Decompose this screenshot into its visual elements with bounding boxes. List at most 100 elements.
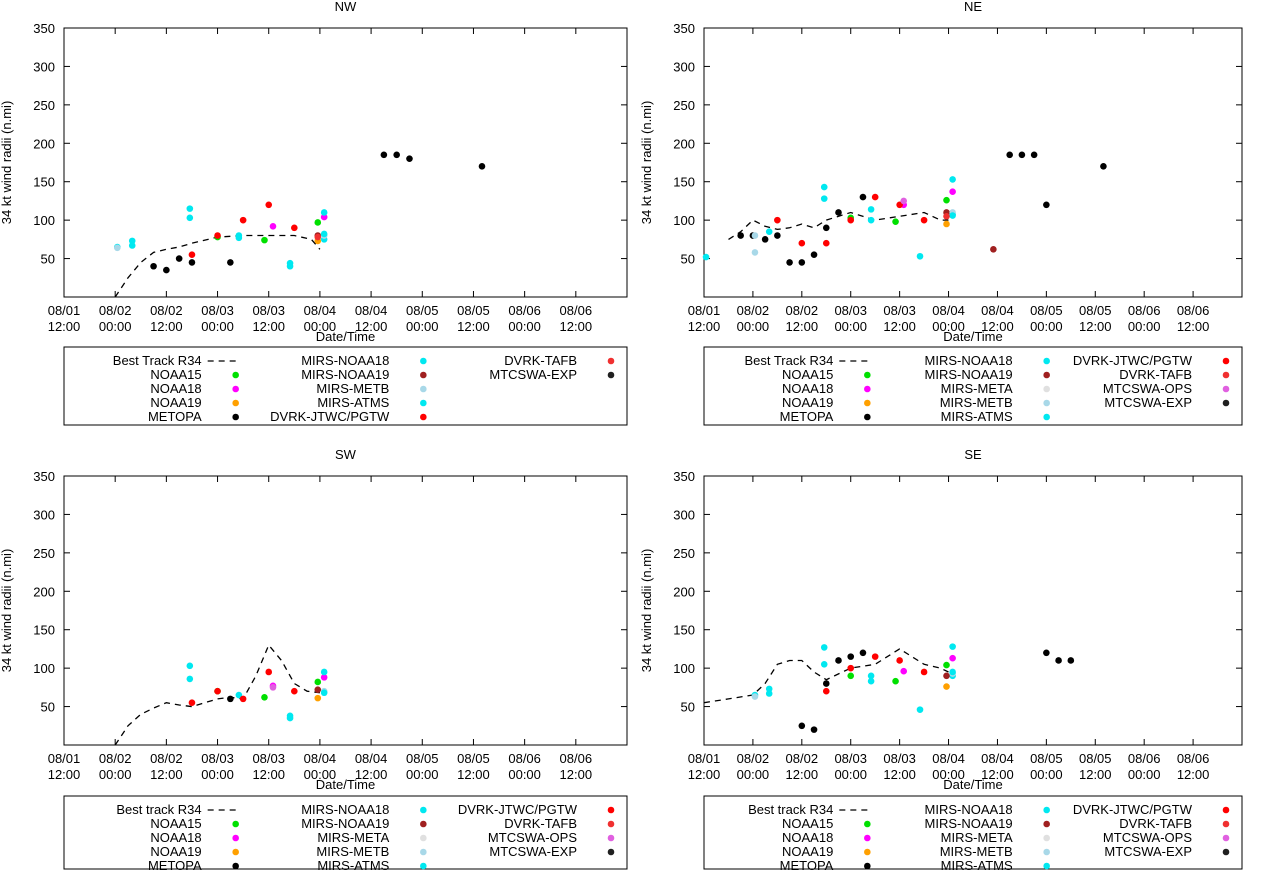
x-tick-date: 08/03 [883, 303, 916, 318]
x-tick-time: 00:00 [99, 319, 132, 334]
point-noaa15 [261, 236, 268, 244]
y-tick-label: 100 [673, 661, 695, 676]
y-axis-label: 34 kt wind radii (n.mi) [0, 101, 14, 225]
x-tick-time: 12:00 [883, 767, 916, 782]
x-tick-date: 08/05 [457, 303, 490, 318]
point-metopa [798, 259, 806, 266]
legend-swatch [232, 820, 239, 828]
x-tick-time: 00:00 [406, 767, 439, 782]
x-tick-time: 12:00 [252, 767, 285, 782]
point-metopa [835, 657, 842, 664]
legend-swatch [1222, 385, 1230, 393]
x-tick-time: 12:00 [786, 767, 819, 782]
legend-label: MIRS-NOAA19 [301, 816, 389, 831]
best-track-line [114, 643, 320, 745]
legend-label: MIRS-META [941, 381, 1013, 396]
y-axis-label: 34 kt wind radii (n.mi) [639, 549, 654, 673]
legend-swatch [420, 834, 427, 842]
point-dvrk-jtwc-pgtw [774, 216, 781, 224]
x-tick-time: 00:00 [1128, 767, 1161, 782]
x-tick-date: 08/03 [201, 751, 234, 766]
legend-label: DVRK-TAFB [504, 816, 577, 831]
legend-swatch [1043, 385, 1050, 393]
legend-label: DVRK-TAFB [1119, 816, 1192, 831]
legend-swatch [864, 862, 871, 870]
legend-box [703, 795, 1243, 870]
point-mirs-noaa18 [820, 183, 828, 191]
legend-label: METOPA [780, 858, 834, 871]
point-dvrk-jtwc-pgtw [847, 664, 855, 672]
legend-swatch [1043, 806, 1050, 814]
x-axis-label: Date/Time [316, 777, 375, 792]
legend-swatch [607, 848, 615, 856]
x-tick-time: 12:00 [1177, 319, 1210, 334]
x-tick-time: 12:00 [981, 767, 1014, 782]
y-tick-label: 350 [33, 21, 55, 36]
panel-ne: NE 50 100 150 200 250 300 350 34 kt wind radii (… [639, 0, 1243, 426]
point-metopa [1030, 151, 1038, 159]
x-tick-date: 08/04 [932, 751, 965, 766]
legend-label: MIRS-METB [316, 381, 389, 396]
x-tick-time: 00:00 [932, 767, 965, 782]
legend-swatch [232, 862, 239, 870]
point-metopa [393, 151, 400, 159]
x-tick-time: 00:00 [834, 767, 867, 782]
x-tick-date: 08/02 [150, 751, 183, 766]
point-mirs-noaa18 [320, 668, 328, 676]
point-metopa [761, 236, 769, 243]
y-tick-label: 300 [33, 59, 55, 74]
point-mirs-atms [320, 689, 328, 697]
y-tick-label: 350 [673, 469, 695, 484]
legend-swatch [607, 834, 615, 842]
point-noaa18 [949, 654, 956, 662]
legend-swatch [607, 806, 615, 814]
x-tick-date: 08/05 [457, 751, 490, 766]
x-tick-date: 08/06 [1177, 751, 1210, 766]
point-mirs-metb [751, 693, 759, 700]
panel-title: NW [335, 0, 357, 14]
plot-frame [703, 27, 1243, 298]
point-mirs-noaa18 [128, 242, 136, 249]
point-mirs-noaa18 [820, 195, 828, 202]
point-dvrk-jtwc-pgtw [214, 687, 221, 695]
point-metopa [859, 649, 867, 657]
point-metopa [822, 680, 830, 687]
point-metopa [774, 232, 781, 239]
legend-label: NOAA18 [782, 381, 833, 396]
legend-label: MTCSWA-OPS [1103, 381, 1192, 396]
x-tick-date: 08/02 [99, 303, 132, 318]
x-tick-date: 08/05 [406, 751, 439, 766]
point-noaa15 [892, 677, 899, 685]
x-tick-date: 08/04 [981, 303, 1014, 318]
point-metopa [859, 193, 867, 201]
legend-swatch [420, 848, 427, 856]
point-dvrk-jtwc-pgtw [291, 224, 298, 232]
point-mirs-noaa18 [235, 234, 243, 242]
x-tick-time: 12:00 [150, 767, 183, 782]
point-noaa15 [314, 219, 322, 226]
point-noaa15 [847, 672, 855, 680]
point-metopa [163, 266, 170, 274]
x-tick-date: 08/03 [252, 303, 285, 318]
x-tick-time: 12:00 [48, 767, 81, 782]
legend-swatch [420, 413, 427, 421]
x-tick-date: 08/06 [508, 303, 541, 318]
legend-label: Best track R34 [116, 802, 201, 817]
legend-swatch [232, 371, 239, 379]
point-metopa [1006, 151, 1013, 159]
x-tick-time: 12:00 [355, 767, 388, 782]
point-dvrk-jtwc-pgtw [265, 668, 273, 676]
legend-label: METOPA [148, 409, 202, 424]
point-noaa15 [892, 218, 899, 225]
x-tick-time: 12:00 [48, 319, 81, 334]
legend-swatch [864, 371, 871, 379]
point-noaa19 [943, 220, 950, 228]
legend-swatch [864, 399, 871, 407]
best-track-line [114, 234, 321, 297]
x-tick-date: 08/04 [304, 303, 337, 318]
legend-swatch [864, 413, 871, 421]
x-tick-date: 08/01 [688, 303, 721, 318]
point-mirs-noaa18 [765, 228, 773, 235]
point-mirs-noaa18 [765, 685, 773, 693]
y-tick-label: 200 [33, 136, 55, 151]
